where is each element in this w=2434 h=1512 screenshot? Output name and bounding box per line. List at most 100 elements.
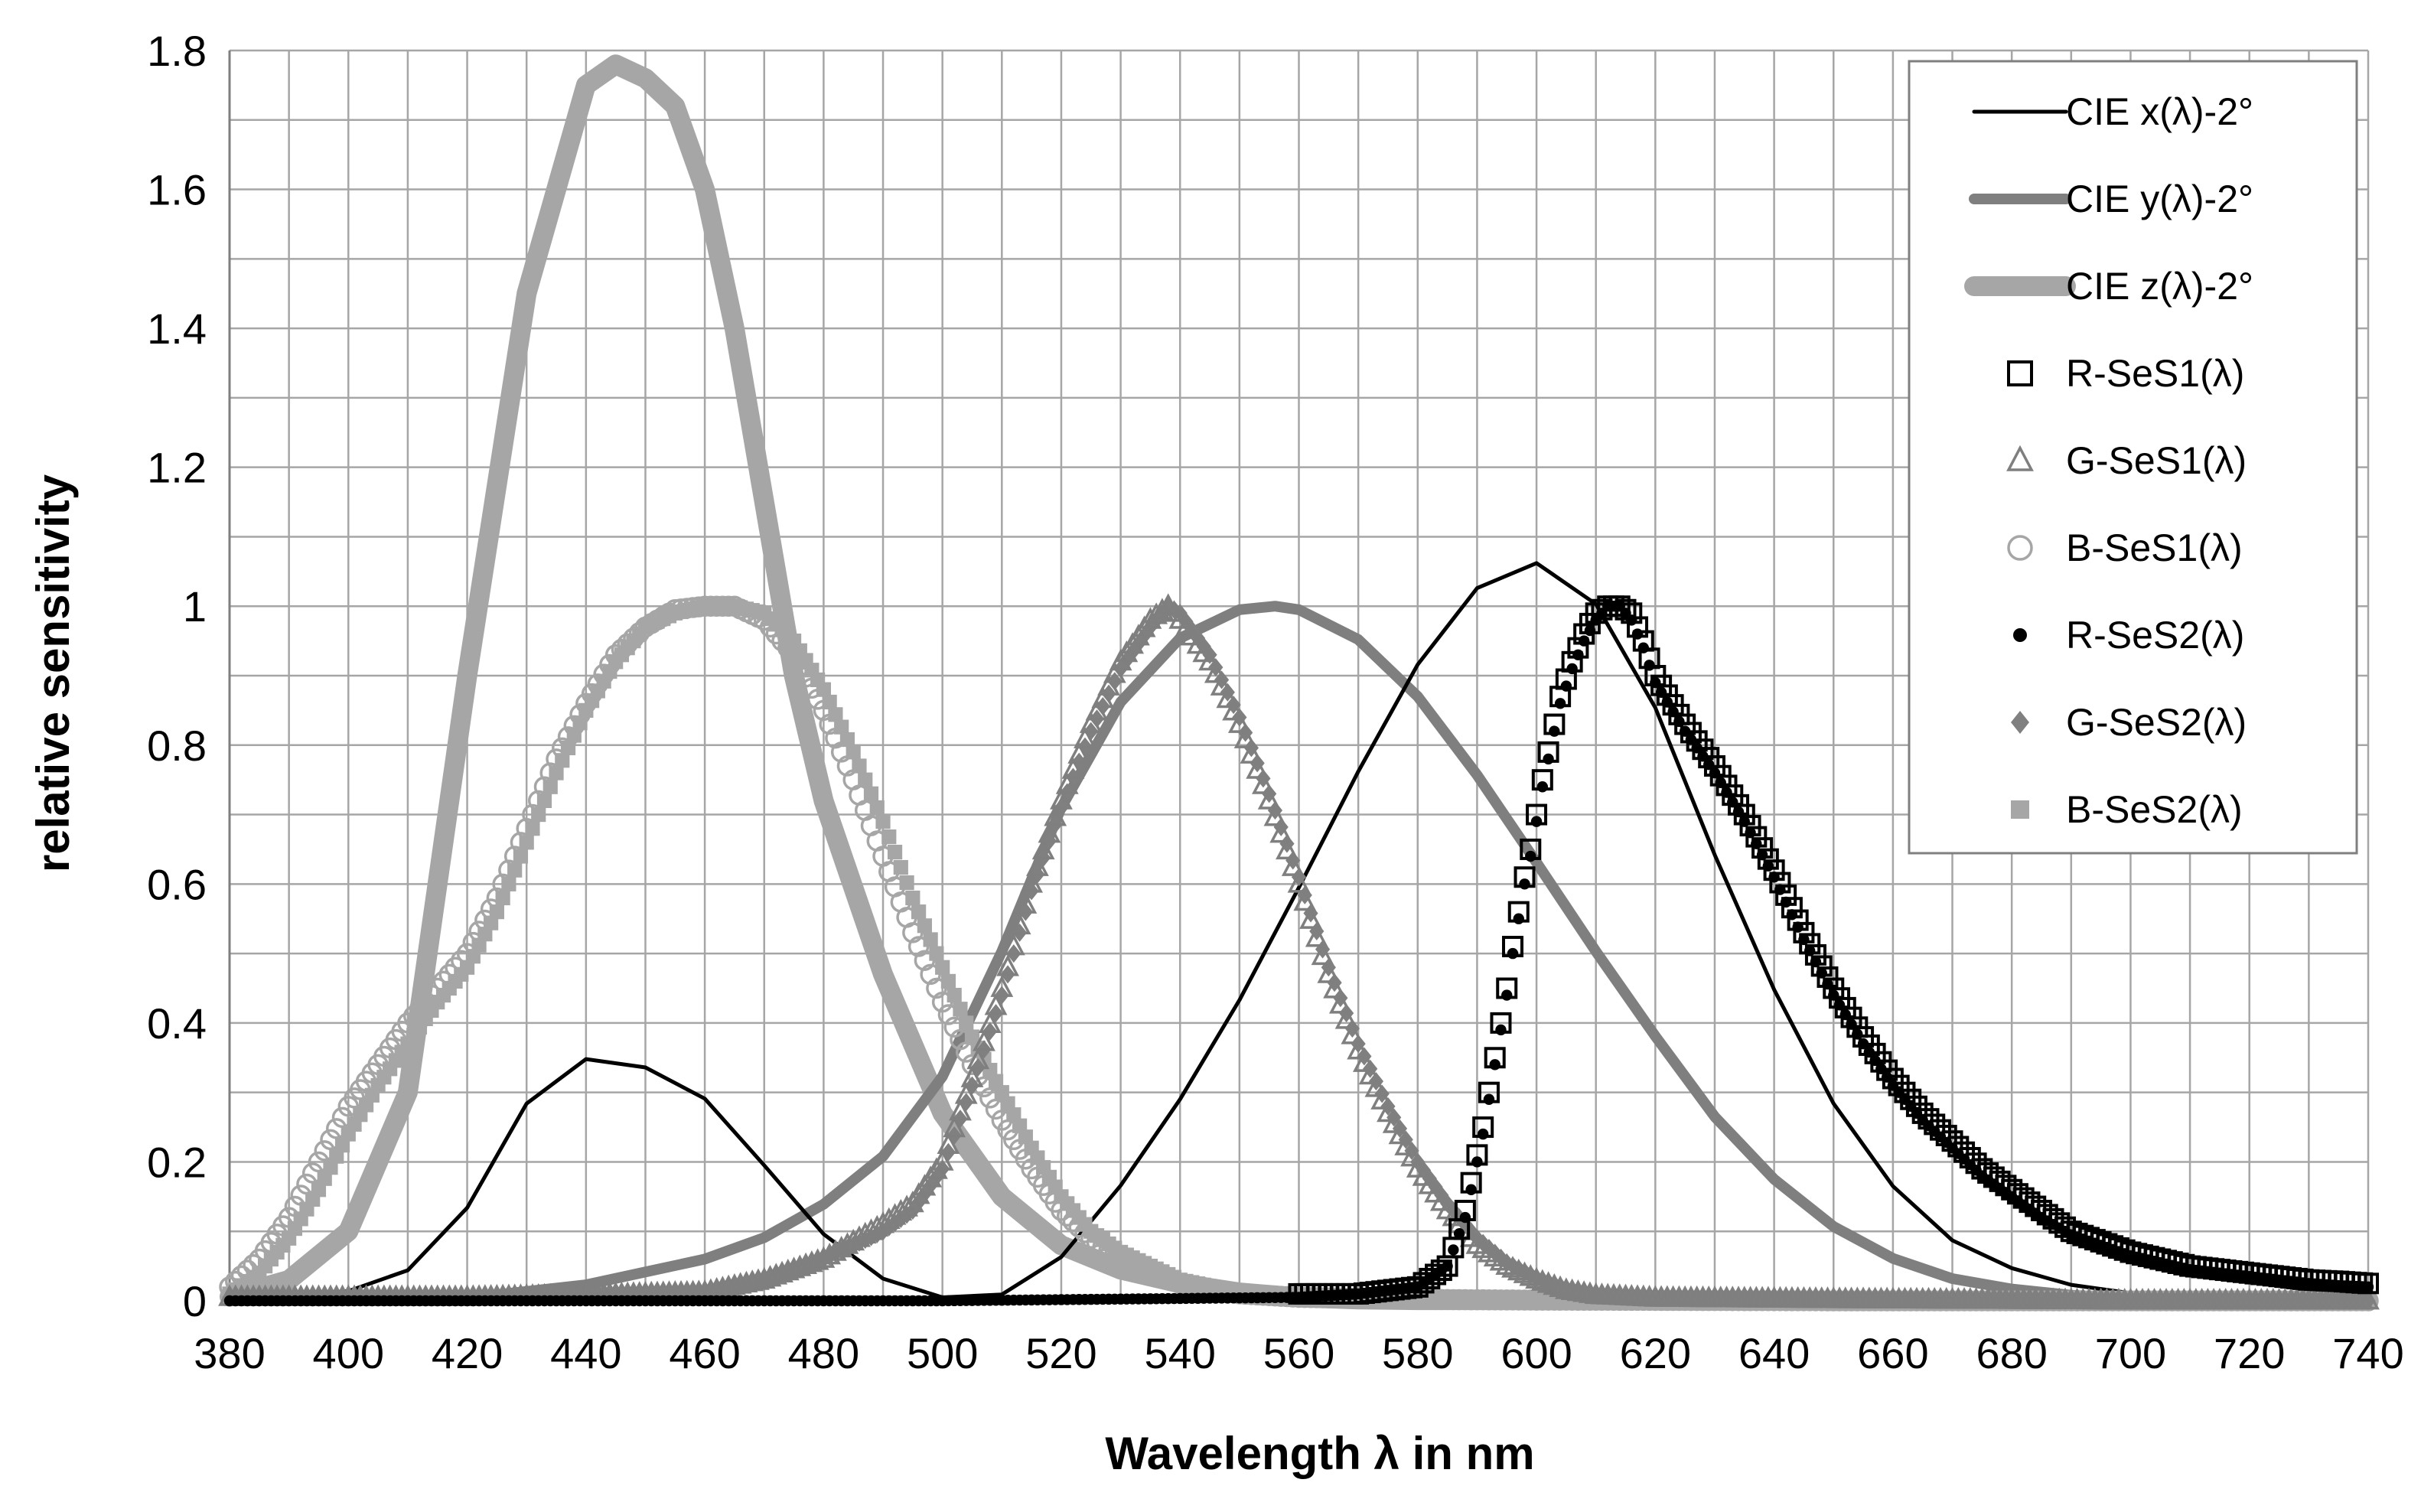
data-point xyxy=(806,689,829,710)
legend-entry: CIE y(λ)-2° xyxy=(1969,178,2253,220)
data-point xyxy=(1056,1205,1078,1227)
y-axis-title: relative sensitivity xyxy=(28,474,79,872)
data-point xyxy=(236,1259,259,1281)
data-point xyxy=(1287,871,1311,893)
series-line xyxy=(227,561,2370,1302)
data-point xyxy=(979,1087,1001,1109)
y-tick-label: 0 xyxy=(183,1277,207,1325)
data-point xyxy=(1055,772,1079,794)
data-point xyxy=(1536,781,1549,793)
legend-label: B-SeS1(λ) xyxy=(2066,526,2243,569)
data-point xyxy=(1501,1256,1524,1278)
data-point xyxy=(978,1011,1002,1034)
data-point xyxy=(789,655,811,677)
data-point xyxy=(1685,734,1697,745)
data-point xyxy=(623,627,644,649)
x-tick-label: 580 xyxy=(1382,1329,1453,1377)
data-point xyxy=(1074,726,1096,748)
data-point xyxy=(1323,976,1346,999)
data-point xyxy=(1062,1211,1084,1233)
x-tick-label: 720 xyxy=(2214,1329,2285,1377)
data-point xyxy=(1519,878,1530,890)
data-point xyxy=(1751,838,1762,849)
data-point xyxy=(813,699,835,722)
data-point xyxy=(1328,992,1352,1014)
data-point xyxy=(825,727,846,749)
data-point xyxy=(1513,1261,1536,1283)
x-tick-label: 520 xyxy=(1025,1329,1096,1377)
data-point xyxy=(759,616,781,638)
data-series xyxy=(218,54,2380,1312)
data-point xyxy=(1489,1059,1500,1070)
data-point xyxy=(2357,1288,2380,1310)
data-point xyxy=(914,950,936,971)
y-tick-label: 1.8 xyxy=(147,27,207,75)
data-point xyxy=(931,991,953,1013)
data-point xyxy=(836,755,859,777)
data-point xyxy=(1388,1122,1412,1145)
data-point xyxy=(920,963,941,986)
data-point xyxy=(1483,1093,1495,1105)
data-point xyxy=(456,943,478,964)
legend-swatch xyxy=(2006,445,2034,471)
data-point xyxy=(402,1005,425,1027)
data-point xyxy=(486,887,508,909)
y-tick-label: 1 xyxy=(183,582,207,631)
data-point xyxy=(301,1162,324,1184)
data-point xyxy=(326,1118,347,1139)
data-point xyxy=(1014,891,1038,914)
data-point xyxy=(546,748,567,770)
data-point xyxy=(552,737,573,759)
data-point xyxy=(1816,967,1827,979)
data-point xyxy=(1833,999,1846,1011)
legend-swatch xyxy=(2007,360,2033,386)
y-tick-label: 1.4 xyxy=(147,305,207,353)
tick-labels: 380 400 420 440 460 480 500 520 540 560 580 600 620 6… xyxy=(147,27,2404,1377)
data-point xyxy=(1227,711,1251,733)
data-point xyxy=(290,1185,311,1206)
data-point xyxy=(284,1195,306,1217)
data-point xyxy=(1631,628,1644,640)
data-point xyxy=(1020,871,1044,893)
data-point xyxy=(1507,1258,1530,1281)
data-point xyxy=(1703,758,1715,771)
data-point xyxy=(480,898,502,920)
data-point xyxy=(1667,706,1679,718)
y-tick-label: 0.8 xyxy=(147,722,207,770)
data-point xyxy=(1810,956,1822,968)
legend-entry: CIE x(λ)-2° xyxy=(1972,90,2253,133)
legend-box xyxy=(1908,60,2358,855)
data-point xyxy=(1846,1018,1857,1030)
data-point xyxy=(1536,1271,1560,1293)
data-point xyxy=(943,1016,965,1038)
data-point xyxy=(1786,909,1798,921)
x-tick-label: 400 xyxy=(313,1329,384,1377)
data-point xyxy=(1257,787,1281,810)
data-point xyxy=(445,956,466,979)
data-point xyxy=(1347,1038,1370,1060)
legend-label: R-SeS1(λ) xyxy=(2066,352,2244,395)
data-point xyxy=(1525,850,1536,862)
data-point xyxy=(902,922,924,943)
data-point xyxy=(1453,1228,1465,1240)
data-point xyxy=(539,762,561,784)
data-point xyxy=(1881,1071,1893,1083)
data-point xyxy=(1269,821,1293,843)
data-point xyxy=(1513,913,1524,924)
data-point xyxy=(1673,715,1685,728)
data-point xyxy=(1525,1266,1548,1289)
data-point xyxy=(1198,648,1221,671)
data-point xyxy=(1465,1184,1477,1195)
data-point xyxy=(617,633,638,654)
x-tick-label: 560 xyxy=(1263,1329,1334,1377)
data-point xyxy=(985,1098,1007,1120)
data-point xyxy=(1543,753,1554,765)
y-tick-label: 0.6 xyxy=(147,860,207,908)
data-point xyxy=(937,1004,960,1025)
data-point xyxy=(438,963,461,986)
data-point xyxy=(1233,726,1257,748)
legend-swatch xyxy=(2007,535,2033,561)
data-point xyxy=(930,1149,954,1171)
x-tick-label: 660 xyxy=(1857,1329,1928,1377)
data-point xyxy=(1661,696,1673,708)
